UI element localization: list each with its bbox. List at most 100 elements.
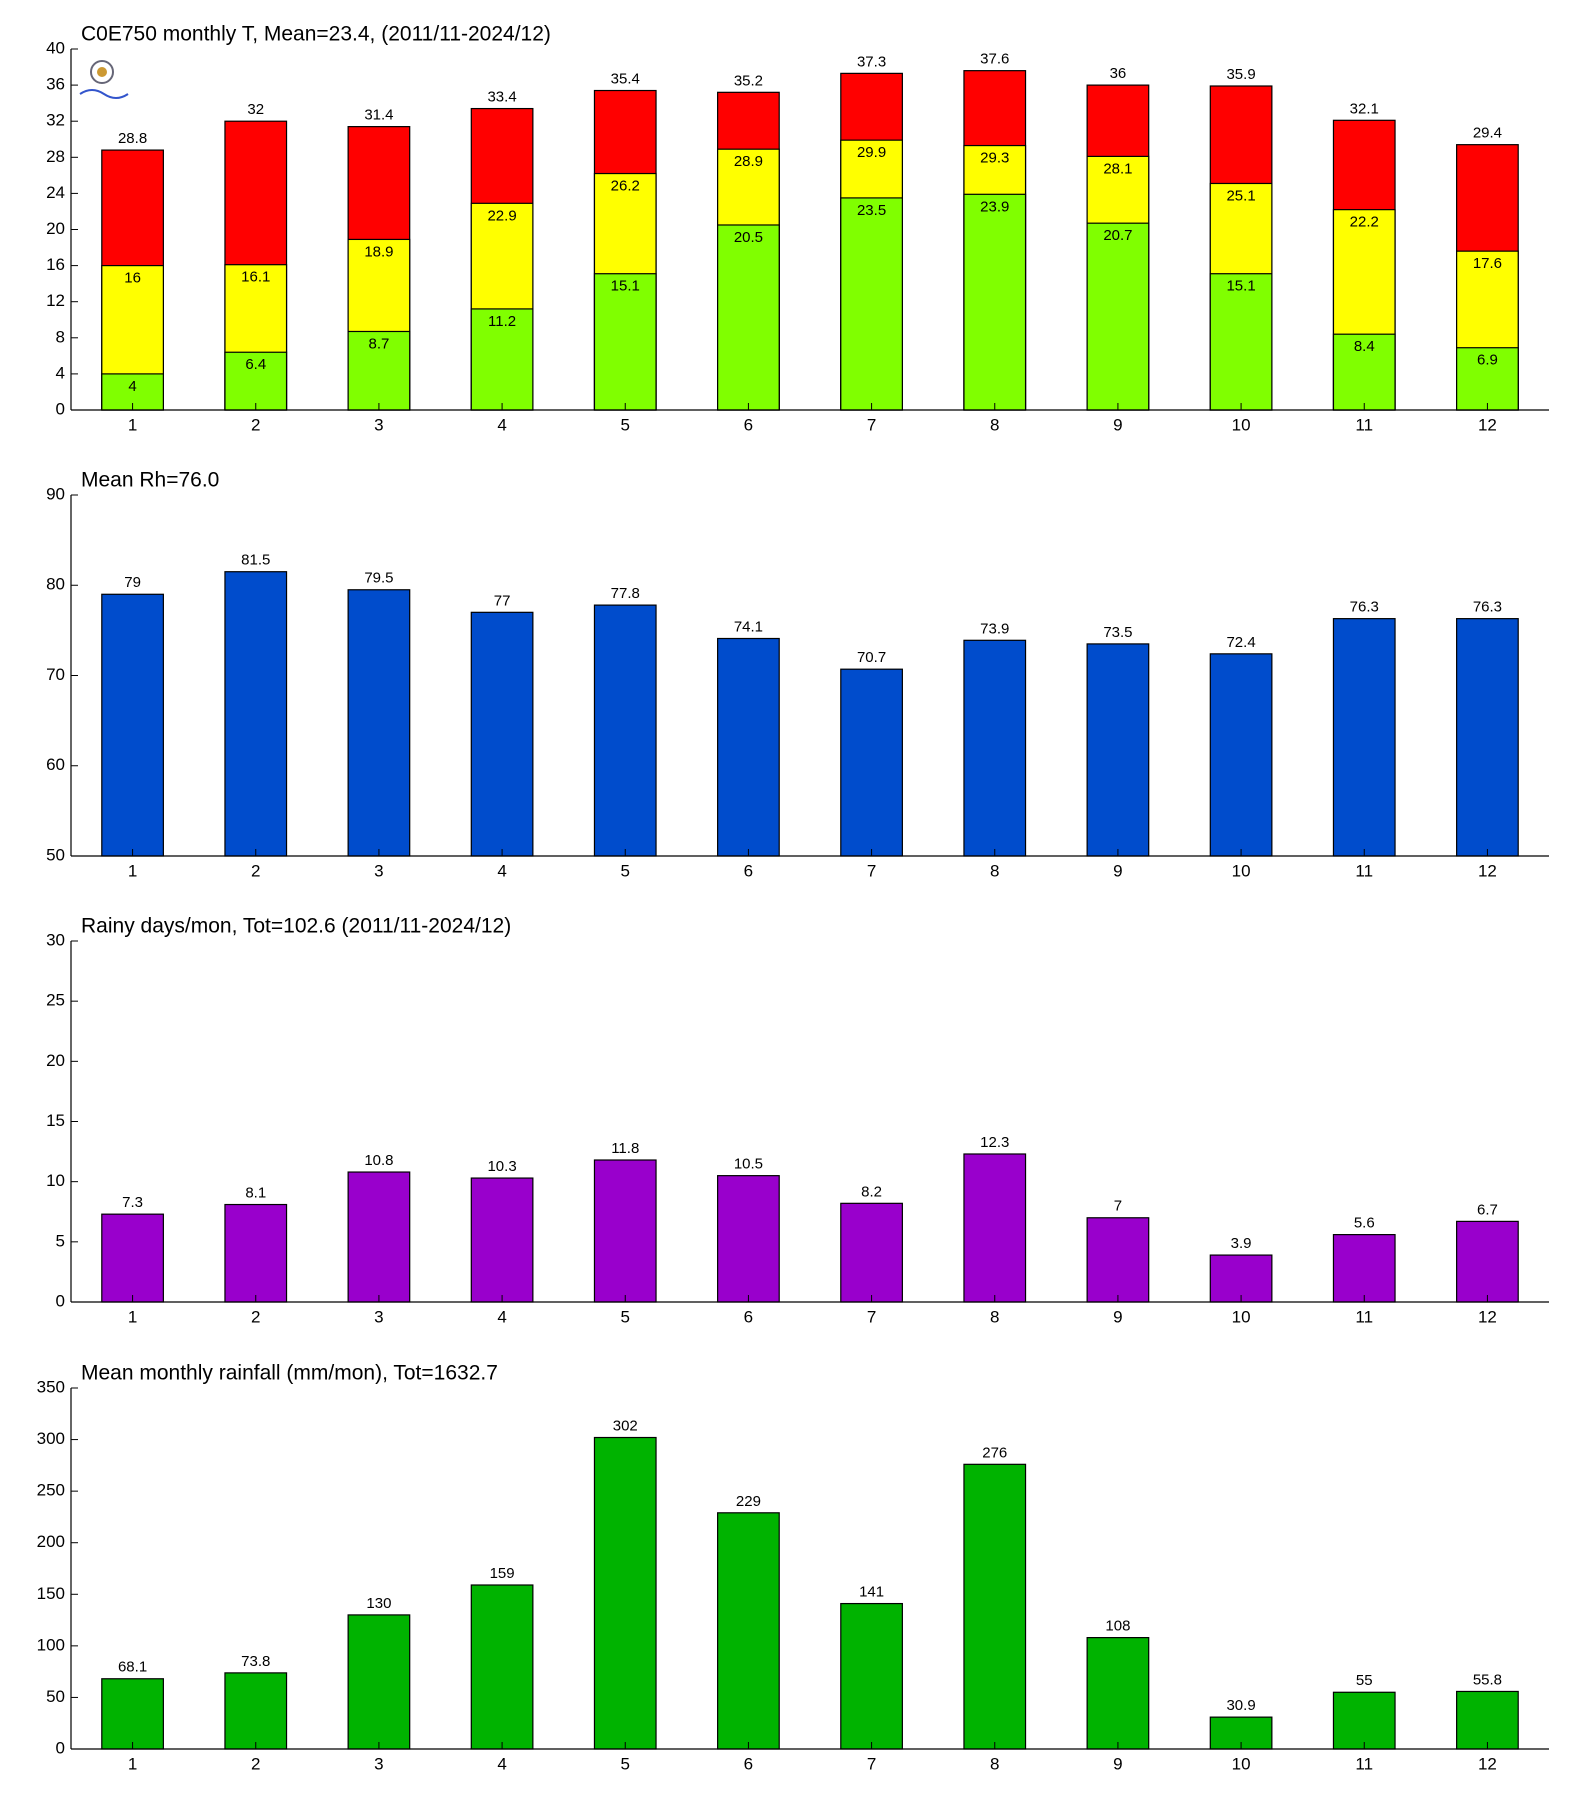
bar: [840, 1202, 903, 1303]
y-tick-label: 0: [56, 399, 65, 418]
value-label: 276: [982, 1444, 1007, 1461]
bar: [1332, 333, 1396, 411]
x-tick-label: 8: [990, 415, 999, 434]
x-tick-label: 4: [497, 1754, 506, 1773]
x-tick-label: 7: [867, 1754, 876, 1773]
value-label: 70.7: [857, 649, 886, 666]
x-tick-label: 11: [1355, 861, 1373, 880]
x-tick-label: 9: [1113, 415, 1122, 434]
value-label: 20.7: [1103, 227, 1132, 244]
value-label: 73.8: [241, 1653, 270, 1670]
x-tick-label: 6: [744, 861, 753, 880]
x-tick-label: 4: [497, 1307, 506, 1326]
value-label: 108: [1105, 1618, 1130, 1635]
y-tick-label: 15: [46, 1111, 65, 1130]
logo: [79, 60, 129, 99]
bar: [593, 1436, 657, 1750]
value-label: 141: [859, 1584, 884, 1601]
bar: [717, 1175, 780, 1303]
value-label: 10.3: [487, 1158, 516, 1175]
value-label: 81.5: [241, 552, 270, 569]
y-tick-label: 350: [37, 1377, 65, 1396]
x-tick-label: 9: [1113, 1307, 1122, 1326]
bar: [840, 197, 903, 411]
y-tick-label: 80: [46, 575, 65, 594]
bar: [101, 1678, 164, 1750]
bar: [347, 1171, 411, 1303]
value-label: 28.8: [118, 130, 147, 147]
x-tick-label: 1: [128, 861, 137, 880]
bar: [1209, 1254, 1273, 1303]
x-tick-label: 11: [1355, 1754, 1373, 1773]
y-tick-label: 20: [46, 219, 65, 238]
chart-title: Mean monthly rainfall (mm/mon), Tot=1632…: [81, 1362, 498, 1385]
bar: [347, 589, 411, 857]
value-label: 25.1: [1226, 187, 1255, 204]
value-label: 7: [1114, 1198, 1122, 1215]
x-tick-label: 8: [990, 1307, 999, 1326]
y-tick-label: 250: [37, 1481, 65, 1500]
bar: [1456, 618, 1519, 857]
value-label: 30.9: [1226, 1697, 1255, 1714]
value-label: 29.9: [857, 144, 886, 161]
value-label: 55: [1356, 1672, 1373, 1689]
y-tick-label: 20: [46, 1051, 65, 1070]
value-label: 31.4: [364, 107, 393, 124]
x-tick-label: 1: [128, 1754, 137, 1773]
value-label: 130: [366, 1595, 391, 1612]
x-tick-label: 2: [251, 1307, 260, 1326]
value-label: 77: [494, 592, 511, 609]
x-tick-label: 12: [1478, 415, 1497, 434]
value-label: 28.9: [734, 153, 763, 170]
y-tick-label: 70: [46, 665, 65, 684]
bar: [1086, 643, 1150, 857]
bar: [1456, 1690, 1519, 1750]
x-tick-label: 12: [1478, 1754, 1497, 1773]
bar: [224, 571, 288, 857]
value-label: 37.6: [980, 51, 1009, 68]
value-label: 35.9: [1226, 66, 1255, 83]
x-tick-label: 7: [867, 861, 876, 880]
x-tick-label: 10: [1232, 1307, 1251, 1326]
value-label: 68.1: [118, 1659, 147, 1676]
x-tick-label: 5: [621, 1307, 630, 1326]
y-tick-label: 40: [46, 38, 65, 57]
y-tick-label: 200: [37, 1532, 65, 1551]
x-tick-label: 2: [251, 415, 260, 434]
x-tick-label: 7: [867, 1307, 876, 1326]
x-tick-label: 2: [251, 1754, 260, 1773]
value-label: 159: [490, 1565, 515, 1582]
y-tick-label: 0: [56, 1291, 65, 1310]
value-label: 229: [736, 1493, 761, 1510]
value-label: 20.5: [734, 229, 763, 246]
x-tick-label: 6: [744, 1754, 753, 1773]
bar: [963, 639, 1027, 857]
y-tick-label: 50: [46, 1687, 65, 1706]
bar: [593, 273, 657, 411]
value-label: 6.9: [1477, 352, 1498, 369]
bar: [224, 1203, 288, 1303]
y-tick-label: 32: [46, 111, 65, 130]
bar: [593, 1159, 657, 1303]
bar: [593, 604, 657, 857]
x-tick-label: 1: [128, 415, 137, 434]
value-label: 33.4: [487, 89, 516, 106]
bar: [470, 611, 534, 857]
bar: [840, 1602, 903, 1750]
bar: [963, 193, 1027, 411]
value-label: 72.4: [1226, 634, 1255, 651]
x-tick-label: 3: [374, 1754, 383, 1773]
y-tick-label: 25: [46, 991, 65, 1010]
y-tick-label: 30: [46, 930, 65, 949]
value-label: 29.3: [980, 150, 1009, 167]
bar: [1332, 618, 1396, 857]
value-label: 32: [247, 101, 264, 118]
x-tick-label: 10: [1232, 415, 1251, 434]
x-tick-label: 6: [744, 415, 753, 434]
bar: [1332, 1234, 1396, 1303]
bar: [101, 1213, 164, 1303]
value-label: 8.2: [861, 1183, 882, 1200]
y-tick-label: 60: [46, 755, 65, 774]
x-tick-label: 9: [1113, 861, 1122, 880]
value-label: 55.8: [1473, 1671, 1502, 1688]
